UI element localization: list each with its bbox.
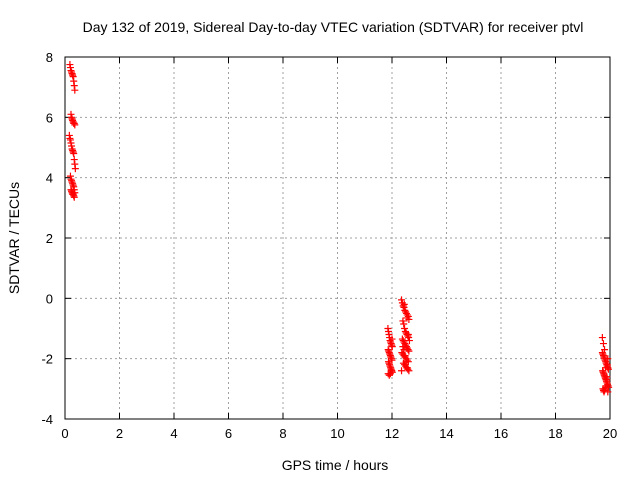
data-point (398, 296, 406, 304)
data-point (402, 358, 410, 366)
data-point (398, 367, 406, 375)
data-point (403, 344, 411, 352)
x-tick-label: 8 (279, 426, 286, 441)
x-tick-label: 18 (548, 426, 562, 441)
data-point (405, 347, 413, 355)
data-point (399, 317, 407, 325)
chart-title: Day 132 of 2019, Sidereal Day-to-day VTE… (83, 19, 584, 35)
data-point (388, 356, 396, 364)
data-point (604, 355, 612, 363)
data-point (602, 364, 610, 372)
data-point (599, 340, 607, 348)
y-axis-label: SDTVAR / TECUs (6, 182, 22, 294)
data-point (70, 193, 78, 201)
data-point (386, 370, 394, 378)
data-point (399, 343, 407, 351)
y-tick-label: 6 (46, 110, 53, 125)
data-point (70, 150, 78, 158)
data-point (71, 86, 79, 94)
x-tick-label: 6 (225, 426, 232, 441)
data-point (404, 331, 412, 339)
data-point (401, 352, 409, 360)
data-point (603, 376, 611, 384)
x-tick-label: 16 (494, 426, 508, 441)
y-tick-label: 4 (46, 171, 53, 186)
data-series-1 (65, 61, 79, 201)
x-tick-label: 20 (603, 426, 617, 441)
data-point (387, 367, 395, 375)
data-point (400, 300, 408, 308)
tick-labels: 0 2 4 6 8 10 12 14 16 18 20 -4 -2 0 2 4 6 8 (41, 50, 617, 441)
data-series-2 (384, 325, 396, 379)
data-point (403, 356, 411, 364)
data-point (385, 371, 393, 379)
y-tick-label: 0 (46, 291, 53, 306)
data-point (401, 325, 409, 332)
data-point (403, 364, 411, 372)
y-tick-label: 8 (46, 50, 53, 65)
data-point (399, 337, 407, 345)
data-point (400, 338, 408, 346)
data-series-3 (398, 296, 413, 375)
data-point (398, 335, 406, 343)
data-point (603, 361, 611, 369)
data-series-4 (598, 334, 613, 396)
data-points (65, 61, 613, 396)
data-point (402, 308, 410, 316)
data-point (401, 306, 409, 314)
data-point (71, 165, 79, 173)
x-tick-label: 10 (330, 426, 344, 441)
data-point (602, 382, 610, 390)
data-point (405, 367, 413, 375)
x-tick-label: 14 (439, 426, 453, 441)
data-point (399, 302, 407, 310)
grid (65, 57, 610, 419)
y-tick-label: 2 (46, 231, 53, 246)
data-point (405, 337, 413, 345)
data-point (388, 343, 396, 351)
y-tick-label: -4 (41, 412, 53, 427)
data-point (403, 314, 411, 322)
y-tick-label: -2 (41, 352, 53, 367)
data-point (401, 328, 409, 336)
data-point (400, 346, 408, 354)
data-point (598, 334, 606, 342)
x-axis-label: GPS time / hours (282, 457, 389, 473)
x-tick-label: 12 (385, 426, 399, 441)
data-point (604, 388, 612, 396)
x-tick-label: 0 (61, 426, 68, 441)
data-point (388, 335, 396, 343)
data-point (400, 320, 408, 328)
x-tick-label: 2 (116, 426, 123, 441)
data-point (601, 346, 609, 354)
x-tick-label: 4 (170, 426, 177, 441)
data-point (71, 121, 79, 129)
